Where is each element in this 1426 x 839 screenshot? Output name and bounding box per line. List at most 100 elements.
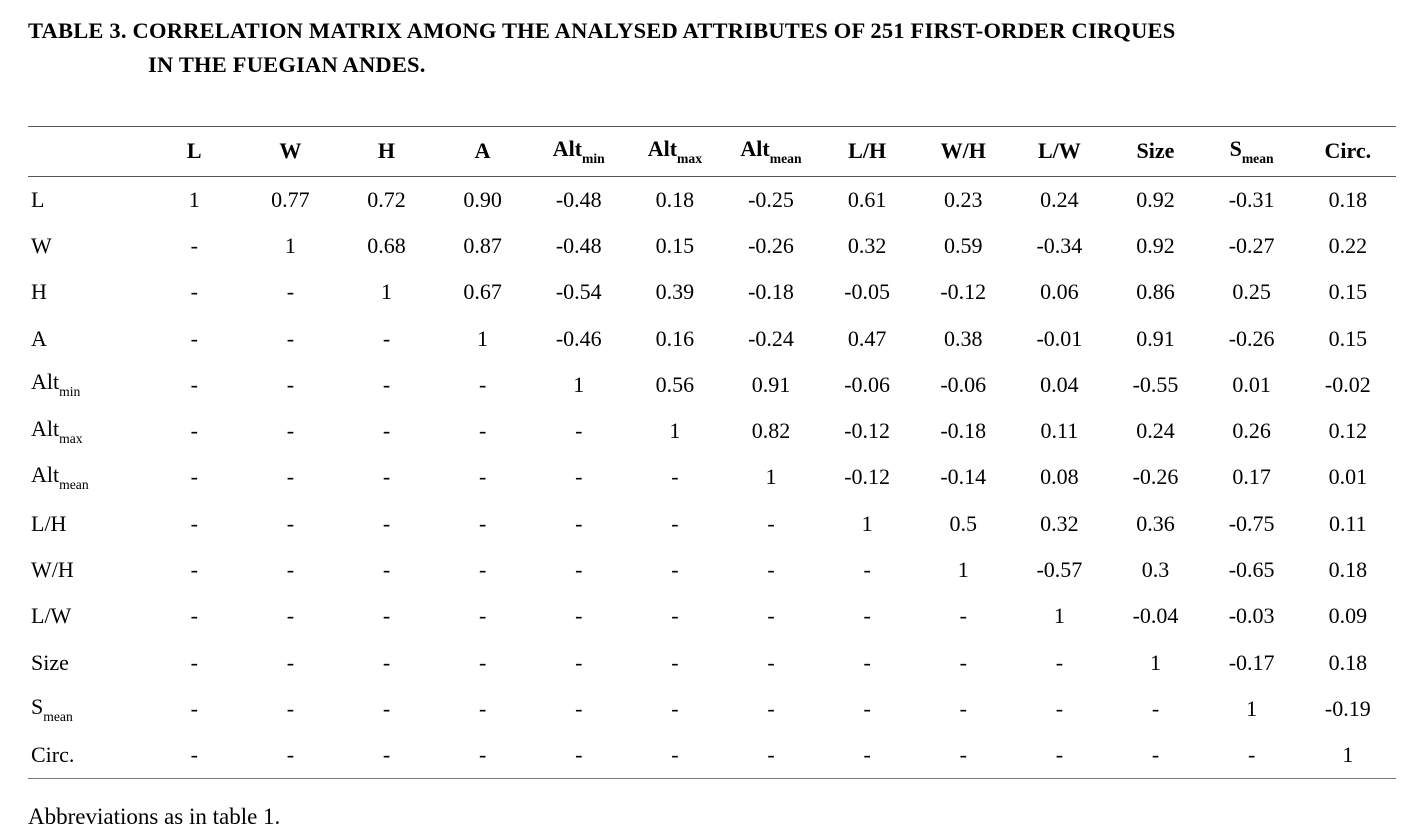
correlation-value-cell: - xyxy=(190,649,198,675)
correlation-value-cell: -0.27 xyxy=(1228,232,1275,258)
correlation-value-cell: - xyxy=(190,325,198,351)
column-header-h: H xyxy=(338,126,434,176)
table-header-row: L W H A Altmin Altmax Altmean L/H W/H L/W Size Smea… xyxy=(28,126,1396,176)
correlation-value-cell: -0.48 xyxy=(555,232,602,258)
column-header-size: Size xyxy=(1107,126,1203,176)
correlation-value-cell: - xyxy=(575,510,583,536)
correlation-value-cell: - xyxy=(286,464,295,490)
correlation-value-cell: - xyxy=(286,742,295,768)
correlation-value-cell: 0.18 xyxy=(1328,649,1368,675)
correlation-value-cell: - xyxy=(671,649,679,675)
column-header-alt-max: Altmax xyxy=(627,126,723,176)
correlation-value-cell: -0.24 xyxy=(748,325,794,351)
attribute-label: L xyxy=(186,138,202,163)
correlation-value-cell: -0.06 xyxy=(940,371,987,397)
attribute-label: W xyxy=(279,138,302,163)
attribute-label: L/H xyxy=(848,138,887,163)
table-row: Altmin - - - - 1 0.56 0.91 -0.06 -0.06 0.04 -0.55 0.… xyxy=(28,362,1396,408)
correlation-value-cell: -0.18 xyxy=(940,418,987,444)
correlation-value-cell: 0.47 xyxy=(847,325,887,351)
attribute-label: L/W xyxy=(1037,138,1081,163)
correlation-value-cell: 0.12 xyxy=(1328,418,1368,444)
correlation-value-cell: - xyxy=(478,603,487,629)
correlation-value-cell: -0.54 xyxy=(555,279,602,305)
correlation-value-cell: -0.18 xyxy=(748,279,794,305)
correlation-value-cell: -0.48 xyxy=(555,186,602,212)
correlation-value-cell: -0.34 xyxy=(1036,232,1083,258)
correlation-value-cell: - xyxy=(190,418,198,444)
table-row: L 1 0.77 0.72 0.90 -0.48 0.18 -0.25 0.61 0.23 0.24… xyxy=(28,176,1396,223)
correlation-value-cell: 0.32 xyxy=(1040,510,1079,536)
table-title: TABLE 3. CORRELATION MATRIX AMONG THE AN… xyxy=(28,14,1398,82)
correlation-value-cell: - xyxy=(671,742,679,768)
attribute-label: W xyxy=(31,232,52,258)
row-header-alt-min: Altmin xyxy=(28,362,146,408)
correlation-value-cell: 0.77 xyxy=(271,186,310,212)
correlation-value-cell: 0.91 xyxy=(1136,325,1175,351)
table-row: W/H - - - - - - - - 1 -0.57 0.3 -0.65 0.18 xyxy=(28,547,1396,593)
correlation-value-cell: -0.04 xyxy=(1132,603,1179,629)
row-header-l-w: L/W xyxy=(28,593,146,639)
correlation-value-cell: - xyxy=(575,649,583,675)
correlation-value-cell: 0.18 xyxy=(1328,557,1368,583)
header-corner-cell xyxy=(28,126,146,176)
correlation-value-cell: - xyxy=(286,510,295,536)
correlation-value-cell: 1 xyxy=(861,510,873,536)
correlation-value-cell: - xyxy=(1055,695,1064,721)
correlation-value-cell: - xyxy=(190,742,198,768)
correlation-value-cell: 0.17 xyxy=(1232,464,1271,490)
correlation-value-cell: - xyxy=(190,510,198,536)
table-row: W - 1 0.68 0.87 -0.48 0.15 -0.26 0.32 0.59 -0.34 0.… xyxy=(28,223,1396,269)
correlation-value-cell: - xyxy=(1055,649,1064,675)
correlation-value-cell: 0.11 xyxy=(1040,418,1079,444)
attribute-label-subscript: mean xyxy=(59,476,89,492)
attribute-label: H xyxy=(31,279,47,305)
correlation-value-cell: - xyxy=(190,603,198,629)
row-header-l: L xyxy=(28,176,146,223)
correlation-value-cell: - xyxy=(190,557,198,583)
correlation-value-cell: - xyxy=(286,603,295,629)
correlation-value-cell: - xyxy=(959,649,967,675)
correlation-value-cell: -0.14 xyxy=(940,464,987,490)
table-footnote: Abbreviations as in table 1. xyxy=(28,804,281,830)
correlation-value-cell: - xyxy=(286,279,295,305)
correlation-value-cell: 0.67 xyxy=(463,279,502,305)
attribute-label: Alt xyxy=(740,135,770,161)
correlation-value-cell: -0.01 xyxy=(1036,325,1083,351)
correlation-value-cell: 1 xyxy=(765,464,777,490)
correlation-value-cell: 0.3 xyxy=(1141,557,1170,583)
correlation-value-cell: - xyxy=(478,510,487,536)
attribute-label-subscript: mean xyxy=(769,150,802,166)
correlation-value-cell: 0.39 xyxy=(655,279,695,305)
table-row: Size - - - - - - - - - - 1 -0.17 0.18 xyxy=(28,639,1396,685)
attribute-label: Alt xyxy=(31,462,60,488)
attribute-label: Circ. xyxy=(1324,138,1372,163)
correlation-value-cell: 1 xyxy=(669,418,681,444)
correlation-value-cell: 0.15 xyxy=(655,232,695,258)
row-header-circ: Circ. xyxy=(28,732,146,779)
correlation-value-cell: 0.26 xyxy=(1232,418,1271,444)
correlation-value-cell: - xyxy=(575,742,583,768)
row-header-size: Size xyxy=(28,639,146,685)
attribute-label-subscript: max xyxy=(677,150,703,166)
correlation-value-cell: - xyxy=(1055,742,1064,768)
correlation-value-cell: -0.26 xyxy=(748,232,794,258)
correlation-value-cell: 1 xyxy=(1246,695,1258,721)
row-header-w: W xyxy=(28,223,146,269)
attribute-label: A xyxy=(31,325,47,351)
correlation-value-cell: -0.17 xyxy=(1228,649,1275,675)
correlation-value-cell: 0.61 xyxy=(847,186,887,212)
attribute-label: Alt xyxy=(31,369,60,395)
correlation-value-cell: - xyxy=(959,695,967,721)
correlation-value-cell: - xyxy=(1247,742,1256,768)
correlation-value-cell: 0.87 xyxy=(463,232,502,258)
correlation-value-cell: -0.26 xyxy=(1228,325,1275,351)
correlation-value-cell: 1 xyxy=(1342,742,1354,768)
correlation-value-cell: 0.82 xyxy=(751,418,791,444)
attribute-label: Alt xyxy=(552,135,583,161)
correlation-value-cell: - xyxy=(671,695,679,721)
correlation-value-cell: - xyxy=(767,603,775,629)
correlation-value-cell: - xyxy=(959,603,967,629)
column-header-w-h: W/H xyxy=(915,126,1011,176)
correlation-value-cell: 0.25 xyxy=(1232,279,1271,305)
